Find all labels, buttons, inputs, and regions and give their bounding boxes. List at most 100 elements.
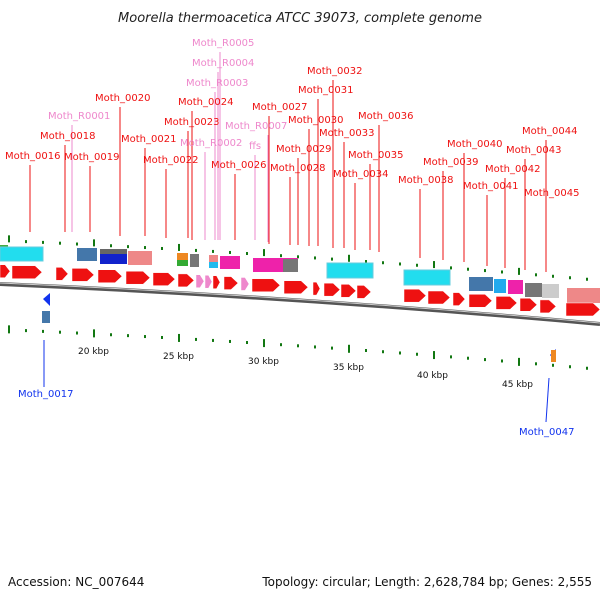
gene-arrow[interactable] (240, 277, 250, 291)
label-moth-0031[interactable]: Moth_0031 (298, 85, 353, 96)
gene-arrow[interactable] (71, 268, 95, 282)
gene-arrow[interactable] (11, 265, 43, 279)
gene-arrow[interactable] (427, 290, 451, 305)
gene-arrow[interactable] (97, 269, 123, 283)
label-moth-0027[interactable]: Moth_0027 (252, 102, 307, 113)
domain-box[interactable] (100, 249, 127, 254)
domain-box[interactable] (128, 251, 152, 265)
label-moth-0018[interactable]: Moth_0018 (40, 131, 95, 142)
label-moth-0017[interactable]: Moth_0017 (18, 389, 73, 400)
gene-moth-0047-domain[interactable] (551, 350, 556, 362)
genome-backbone-highlight (0, 282, 600, 324)
label-moth-0039[interactable]: Moth_0039 (423, 157, 478, 168)
tick-mark (161, 335, 163, 339)
label-moth-0035[interactable]: Moth_0035 (348, 150, 403, 161)
label-moth-0042[interactable]: Moth_0042 (485, 164, 540, 175)
gene-arrow[interactable] (195, 274, 205, 288)
tick-mark (212, 249, 214, 253)
label-moth-0028[interactable]: Moth_0028 (270, 163, 325, 174)
gene-arrow[interactable] (565, 302, 600, 317)
gene-arrow[interactable] (312, 281, 321, 296)
tick-mark (42, 240, 44, 244)
gene-moth-0017-domain[interactable] (42, 311, 50, 323)
gene-arrow[interactable] (55, 267, 69, 281)
tick-mark (552, 363, 554, 367)
gene-arrow[interactable] (152, 272, 176, 286)
label-moth-r0007[interactable]: Moth_R0007 (225, 121, 287, 132)
domain-box[interactable] (494, 279, 506, 293)
tick-mark (314, 256, 316, 260)
domain-box[interactable] (77, 248, 97, 261)
label-moth-0016[interactable]: Moth_0016 (5, 151, 60, 162)
domain-box[interactable] (209, 262, 218, 268)
label-moth-0030[interactable]: Moth_0030 (288, 115, 343, 126)
domain-box[interactable] (525, 283, 542, 297)
domain-box[interactable] (100, 254, 127, 264)
tick-mark (25, 329, 27, 333)
domain-box[interactable] (177, 260, 188, 266)
label-moth-0032[interactable]: Moth_0032 (307, 66, 362, 77)
gene-arrow[interactable] (452, 292, 466, 306)
domain-box[interactable] (177, 253, 188, 260)
gene-arrow[interactable] (0, 264, 11, 278)
label-moth-0047[interactable]: Moth_0047 (519, 427, 574, 438)
gene-arrow[interactable] (223, 276, 239, 290)
label-moth-r0003[interactable]: Moth_R0003 (186, 78, 248, 89)
outer-tick-track (8, 235, 588, 281)
label-moth-0041[interactable]: Moth_0041 (463, 181, 518, 192)
label-moth-0036[interactable]: Moth_0036 (358, 111, 413, 122)
label-moth-0029[interactable]: Moth_0029 (276, 144, 331, 155)
domain-box[interactable] (567, 288, 600, 303)
domain-box[interactable] (0, 246, 44, 262)
gene-arrow[interactable] (125, 270, 151, 285)
label-moth-0022[interactable]: Moth_0022 (143, 155, 198, 166)
label-moth-0044[interactable]: Moth_0044 (522, 126, 577, 137)
tick-mark (297, 344, 299, 348)
label-moth-0040[interactable]: Moth_0040 (447, 139, 502, 150)
gene-arrow[interactable] (340, 284, 357, 298)
label-moth-0023[interactable]: Moth_0023 (164, 117, 219, 128)
domain-box[interactable] (508, 280, 523, 294)
gene-arrow[interactable] (204, 274, 213, 289)
domain-box[interactable] (190, 254, 199, 267)
label-moth-r0004[interactable]: Moth_R0004 (192, 58, 254, 69)
gene-arrow[interactable] (323, 282, 341, 297)
domain-box[interactable] (326, 262, 374, 279)
gene-arrow[interactable] (251, 278, 281, 293)
label-moth-r0005[interactable]: Moth_R0005 (192, 38, 254, 49)
label-moth-0021[interactable]: Moth_0021 (121, 134, 176, 145)
gene-arrow[interactable] (519, 298, 538, 312)
domain-box[interactable] (542, 284, 559, 298)
label-moth-0026[interactable]: Moth_0026 (211, 160, 266, 171)
label-moth-0043[interactable]: Moth_0043 (506, 145, 561, 156)
gene-arrow[interactable] (403, 288, 427, 303)
label-moth-0033[interactable]: Moth_0033 (319, 128, 374, 139)
label-moth-0038[interactable]: Moth_0038 (398, 175, 453, 186)
domain-box[interactable] (403, 269, 451, 286)
label-moth-0024[interactable]: Moth_0024 (178, 97, 233, 108)
domain-box[interactable] (283, 259, 298, 272)
gene-arrow[interactable] (212, 275, 221, 289)
tick-mark (586, 366, 588, 370)
gene-arrow[interactable] (283, 280, 309, 294)
domain-box[interactable] (209, 255, 218, 262)
label-moth-0019[interactable]: Moth_0019 (64, 152, 119, 163)
gene-arrow[interactable] (468, 294, 493, 308)
gene-arrow[interactable] (177, 273, 195, 288)
gene-arrow[interactable] (539, 299, 557, 314)
tick-mark (314, 345, 316, 349)
domain-box[interactable] (220, 256, 240, 269)
gene-arrow[interactable] (495, 296, 518, 310)
label-moth-r0002[interactable]: Moth_R0002 (180, 138, 242, 149)
label-ffs[interactable]: ffs (249, 141, 261, 152)
tick-mark (161, 246, 163, 250)
label-moth-0034[interactable]: Moth_0034 (333, 169, 388, 180)
gene-moth-0017-arrow[interactable] (43, 293, 50, 306)
label-moth-r0001[interactable]: Moth_R0001 (48, 111, 110, 122)
gene-arrow[interactable] (356, 285, 372, 299)
label-moth-0020[interactable]: Moth_0020 (95, 93, 150, 104)
domain-box[interactable] (469, 277, 493, 291)
label-moth-0045[interactable]: Moth_0045 (524, 188, 579, 199)
tick-mark (348, 344, 350, 353)
